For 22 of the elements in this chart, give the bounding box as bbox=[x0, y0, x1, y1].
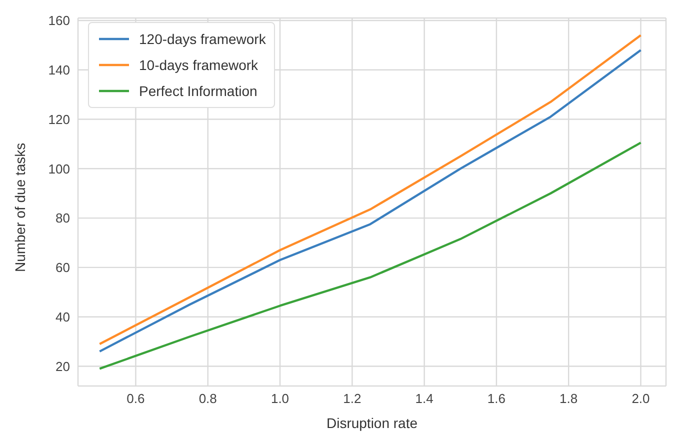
legend-label: 10-days framework bbox=[139, 57, 258, 73]
y-tick-label: 100 bbox=[48, 161, 70, 176]
y-axis-title: Number of due tasks bbox=[12, 142, 28, 272]
x-tick-label: 0.8 bbox=[198, 391, 217, 406]
x-tick-label: 2.0 bbox=[632, 391, 650, 406]
x-tick-label: 0.6 bbox=[126, 391, 145, 406]
x-tick-label: 1.8 bbox=[560, 391, 578, 406]
y-tick-label: 160 bbox=[48, 13, 70, 28]
y-tick-label: 40 bbox=[56, 309, 70, 324]
x-tick-label: 1.6 bbox=[487, 391, 506, 406]
y-tick-label: 20 bbox=[56, 358, 70, 374]
y-tick-label: 120 bbox=[48, 112, 70, 127]
y-tick-label: 80 bbox=[56, 210, 70, 226]
legend-label: 120-days framework bbox=[139, 31, 266, 47]
y-tick-label: 60 bbox=[56, 260, 70, 276]
x-tick-label: 1.4 bbox=[415, 391, 434, 406]
y-tick-label: 140 bbox=[48, 62, 70, 78]
line-series bbox=[98, 142, 642, 370]
legend-label: Perfect Information bbox=[139, 83, 258, 99]
x-tick-label: 1.2 bbox=[343, 391, 362, 406]
x-axis-title: Disruption rate bbox=[326, 415, 418, 431]
x-tick-label: 1.0 bbox=[270, 391, 290, 406]
